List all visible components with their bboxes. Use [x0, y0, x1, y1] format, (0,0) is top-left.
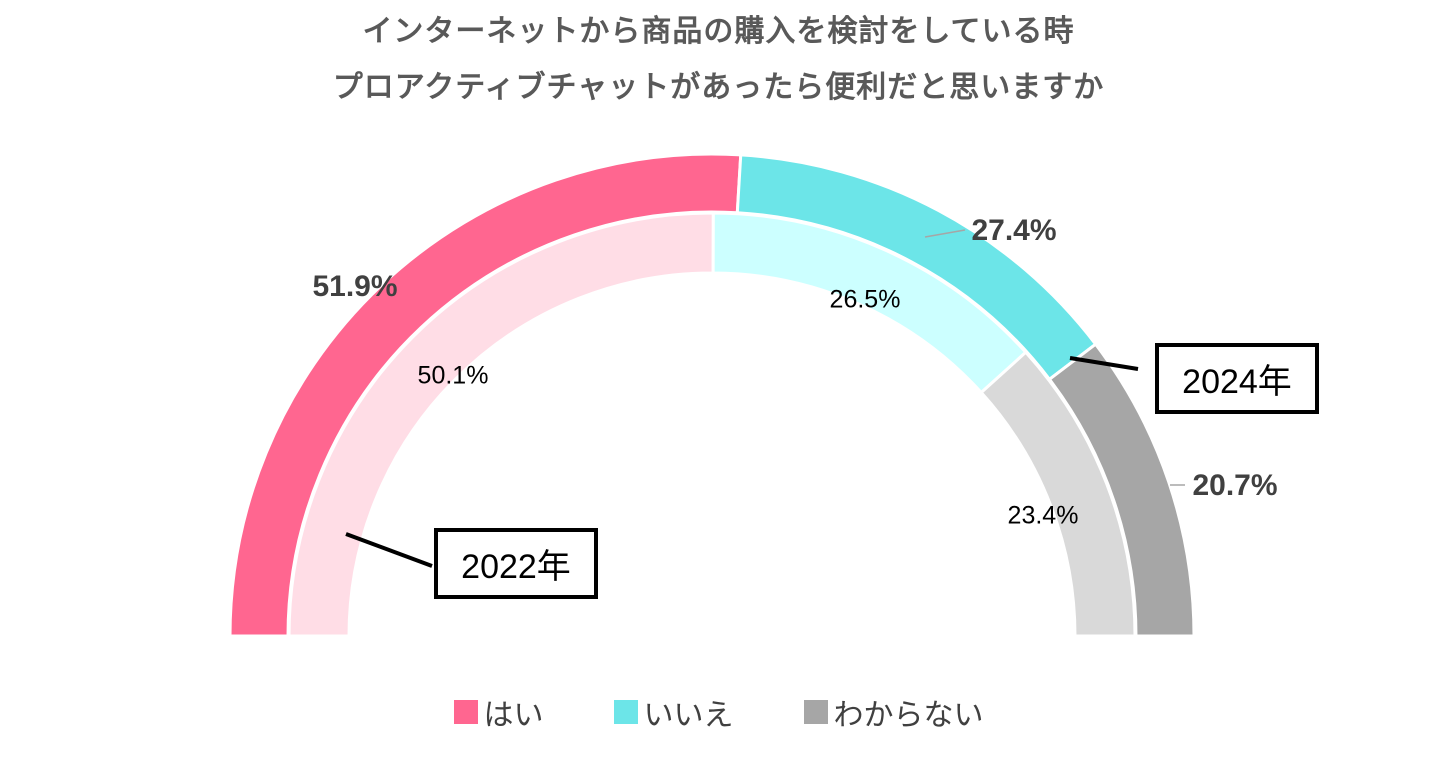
data-label-inner-unknown: 23.4%	[1008, 502, 1079, 530]
series-callout-2022: 2022年	[434, 528, 598, 599]
legend-label-yes: はい	[483, 698, 544, 733]
callout-line-2024	[1069, 356, 1139, 371]
legend-item-no: いいえ	[613, 690, 734, 734]
leader-line-no	[924, 229, 966, 238]
data-label-outer-unknown: 20.7%	[1192, 469, 1277, 502]
chart-subtitle: プロアクティブチャットがあったら便利だと思いますか	[332, 70, 1105, 105]
legend: はい いいえ わからない	[0, 690, 1437, 734]
chart-title: インターネットから商品の購入を検討をしている時	[362, 14, 1075, 49]
legend-swatch-unknown	[803, 700, 828, 724]
data-label-inner-yes: 50.1%	[418, 362, 489, 390]
data-label-outer-yes: 51.9%	[312, 270, 397, 303]
legend-swatch-no	[613, 700, 638, 724]
legend-label-no: いいえ	[643, 698, 734, 733]
callout-line-2022	[345, 532, 433, 568]
series-callout-2024: 2024年	[1155, 343, 1319, 414]
legend-item-yes: はい	[453, 690, 544, 734]
data-label-outer-no: 27.4%	[971, 214, 1056, 247]
slice-inner-unknown	[979, 350, 1137, 638]
legend-item-unknown: わからない	[803, 690, 984, 734]
legend-swatch-yes	[453, 700, 478, 724]
data-label-inner-no: 26.5%	[830, 286, 901, 314]
legend-label-unknown: わからない	[833, 698, 984, 733]
